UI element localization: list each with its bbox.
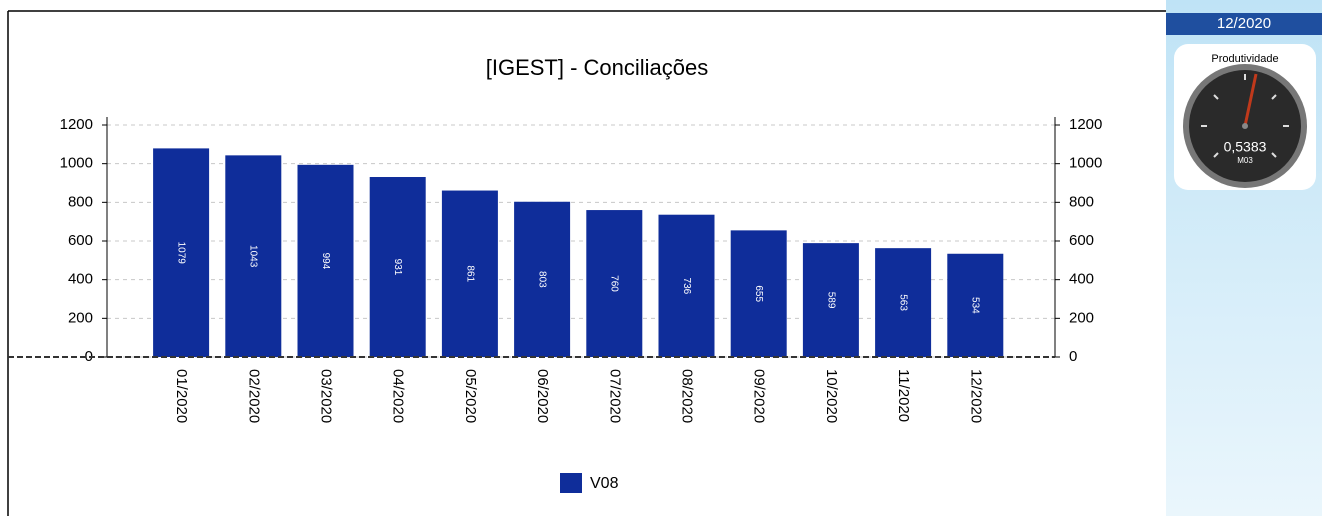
y-tick-label: 0: [85, 348, 93, 365]
period: 12/2020: [1166, 13, 1322, 35]
x-tick-label: 06/2020: [534, 369, 551, 423]
chart-title: [IGEST] - Conciliações: [486, 55, 709, 80]
x-tick-label: 10/2020: [823, 369, 840, 423]
gauge-card: Produtividade 0,5383 M03: [1174, 44, 1316, 190]
x-tick-label: 09/2020: [751, 369, 768, 423]
x-tick-label: 12/2020: [967, 369, 984, 423]
gauge-ticks: [1201, 74, 1289, 158]
bar: [658, 214, 715, 357]
x-tick-label: 05/2020: [462, 369, 479, 423]
bar: [875, 248, 932, 357]
bar: [441, 190, 498, 357]
x-tick-label: 01/2020: [173, 369, 190, 423]
value-label: 563: [897, 294, 908, 311]
y-tick-label: 800: [68, 193, 93, 210]
y-tick-label: 400: [68, 271, 93, 288]
x-tick-label: 03/2020: [318, 369, 335, 423]
value-label: 994: [320, 253, 331, 270]
bar: [369, 177, 426, 357]
y-tick-label: 1000: [60, 155, 93, 172]
value-label: 589: [825, 292, 836, 309]
value-label: 534: [970, 297, 981, 314]
y-tick-label: 200: [68, 309, 93, 326]
x-tick-label: 02/2020: [245, 369, 262, 423]
side-panel: 12/2020 Produtividade 0,5383 M03: [1166, 0, 1322, 516]
value-label: 861: [464, 265, 475, 282]
gauge-title: Produtividade: [1211, 53, 1278, 65]
x-tick-label: 07/2020: [606, 369, 623, 423]
y-tick-label: 1200: [60, 116, 93, 133]
bar: [730, 230, 787, 357]
value-label: 736: [681, 278, 692, 295]
y2-tick-label: 200: [1069, 309, 1094, 326]
value-label: 931: [392, 259, 403, 276]
legend-label: V08: [590, 475, 619, 492]
y-tick-label: 600: [68, 232, 93, 249]
y2-tick-label: 1000: [1069, 155, 1102, 172]
chart: [IGEST] - Conciliações 0 0 200 200 400 400 600…: [7, 10, 1166, 516]
bar: [153, 148, 210, 357]
value-label: 1079: [175, 242, 186, 265]
x-tick-label: 04/2020: [390, 369, 407, 423]
gauge: Produtividade 0,5383 M03: [1183, 53, 1307, 188]
bar: [297, 164, 354, 357]
bar: [802, 243, 859, 357]
value-label: 803: [536, 271, 547, 288]
y2-tick-label: 600: [1069, 232, 1094, 249]
y2-tick-label: 1200: [1069, 116, 1102, 133]
value-label: 655: [753, 285, 764, 302]
bar: [514, 201, 571, 357]
x-tick-label: 11/2020: [895, 369, 912, 422]
gauge-hub: [1242, 123, 1248, 129]
y2-tick-label: 800: [1069, 193, 1094, 210]
y2-tick-label: 0: [1069, 348, 1077, 365]
legend-swatch: [560, 473, 582, 493]
bar: [586, 210, 643, 357]
bar: [225, 155, 282, 357]
y2-tick-label: 400: [1069, 271, 1094, 288]
gauge-value: 0,5383: [1224, 139, 1267, 155]
value-label: 760: [609, 275, 620, 292]
gauge-needle: [1243, 73, 1258, 127]
bar: [947, 253, 1004, 357]
x-tick-label: 08/2020: [679, 369, 696, 423]
value-label: 1043: [248, 245, 259, 268]
gauge-code: M03: [1237, 156, 1253, 165]
